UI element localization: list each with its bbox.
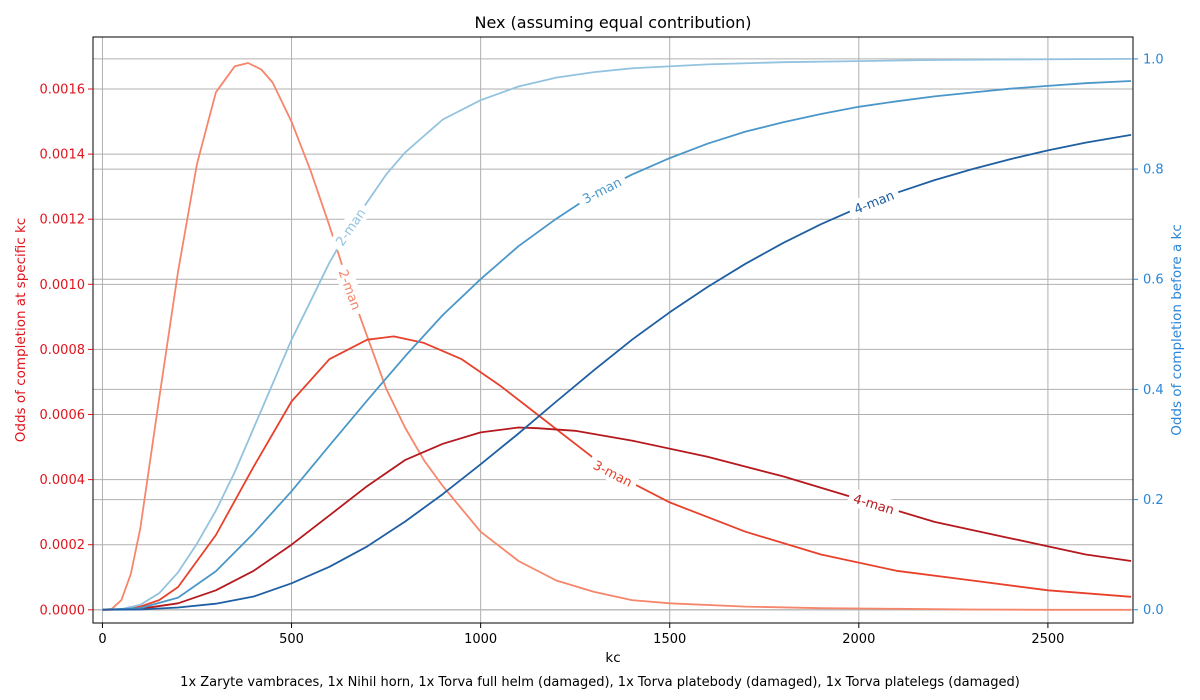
y-tick-label-left: 0.0014 [40, 148, 86, 163]
series-line-cdf-4-man [102, 134, 1132, 611]
ticks: 0 500 1000 1500 2000 2500 0.0000 0.0002 0.0004 0.… [40, 52, 1164, 647]
y-tick-label-left: 0.0012 [40, 213, 86, 228]
y-tick-label-left: 0.0016 [40, 83, 86, 98]
y-tick-label-left: 0.0006 [40, 408, 86, 423]
chart-title: Nex (assuming equal contribution) [474, 13, 751, 32]
y-tick-label-right: 0.0 [1143, 603, 1164, 618]
x-tick-label: 500 [279, 632, 304, 647]
y-tick-label-right: 0.8 [1143, 163, 1164, 178]
y-tick-label-left: 0.0008 [40, 343, 86, 358]
y-tick-label-right: 0.4 [1143, 383, 1164, 398]
x-tick-label: 2000 [842, 632, 875, 647]
axes-frame [92, 36, 1134, 624]
series-line-cdf-2-man [102, 58, 1132, 611]
y-tick-label-left: 0.0000 [40, 603, 86, 618]
inline-label-gap [328, 200, 373, 254]
y-tick-label-right: 1.0 [1143, 52, 1164, 67]
y-tick-label-left: 0.0002 [40, 538, 86, 553]
y-axis-label-right: Odds of completion before a kc [1169, 224, 1185, 436]
y-tick-label-left: 0.0010 [40, 278, 86, 293]
inline-label-gap [332, 261, 368, 318]
inline-label-gap [574, 170, 629, 210]
inline-label-gap [846, 183, 902, 220]
y-tick-label-right: 0.2 [1143, 493, 1164, 508]
inline-label-gap [846, 487, 902, 520]
chart-caption: 1x Zaryte vambraces, 1x Nihil horn, 1x T… [180, 675, 1020, 690]
x-tick-label: 0 [98, 632, 106, 647]
y-axis-label-left: Odds of completion at specific kc [13, 218, 29, 442]
x-tick-label: 2500 [1031, 632, 1064, 647]
inline-label-gap [585, 453, 641, 494]
series-line-pdf-3-man [102, 335, 1132, 611]
x-axis-label: kc [605, 650, 620, 666]
y-tick-label-left: 0.0004 [40, 473, 86, 488]
x-tick-label: 1000 [464, 632, 497, 647]
x-tick-label: 1500 [653, 632, 686, 647]
y-tick-label-right: 0.6 [1143, 273, 1164, 288]
grid [93, 37, 1133, 623]
